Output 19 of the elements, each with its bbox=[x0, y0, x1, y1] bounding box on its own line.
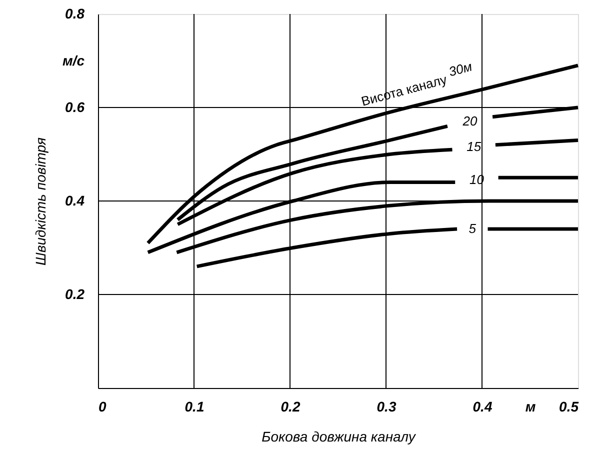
x-tick-label: 0 bbox=[98, 398, 106, 414]
x-axis-title: Бокова довжина каналу bbox=[262, 428, 416, 444]
y-tick-label: 0.8 bbox=[65, 6, 85, 22]
series-label: 20 bbox=[462, 114, 478, 129]
y-axis-title: Швидкість повітря bbox=[32, 137, 48, 266]
x-tick-label: 0.2 bbox=[280, 398, 300, 414]
annotation: Висота каналу bbox=[360, 72, 449, 109]
x-tick-label: м bbox=[525, 398, 536, 414]
x-tick-label: 0.1 bbox=[184, 398, 204, 414]
x-tick-label: 0.3 bbox=[376, 398, 396, 414]
y-tick-label: м/с bbox=[62, 52, 85, 68]
y-tick-label: 0.6 bbox=[65, 99, 85, 115]
y-tick-label: 0.2 bbox=[65, 286, 85, 302]
y-tick-label: 0.4 bbox=[65, 192, 85, 208]
series-label: 5 bbox=[468, 221, 477, 236]
series-label: 15 bbox=[466, 139, 482, 154]
x-tick-label: 0.4 bbox=[472, 398, 492, 414]
x-tick-label: 0.5 bbox=[559, 398, 579, 414]
text: 30м bbox=[447, 58, 474, 80]
